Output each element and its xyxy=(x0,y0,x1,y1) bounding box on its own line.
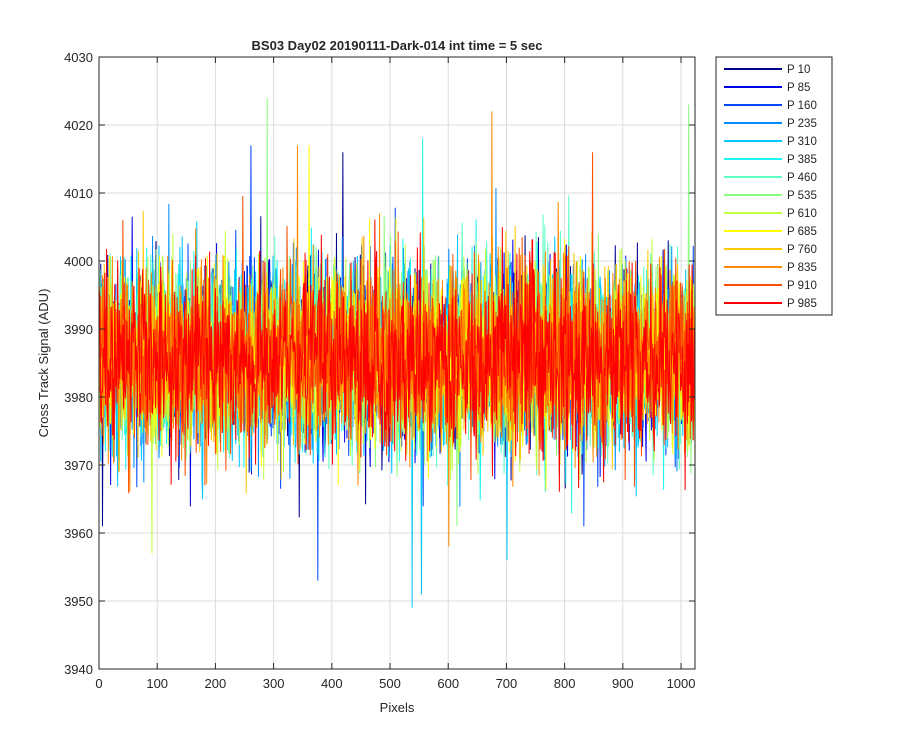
axes-box xyxy=(98,56,696,670)
legend-box xyxy=(715,56,833,316)
x-tick-label: 200 xyxy=(205,676,227,691)
y-tick-label: 3960 xyxy=(64,526,93,541)
y-tick-label: 4010 xyxy=(64,186,93,201)
legend-label: P 385 xyxy=(787,154,817,166)
x-tick-label: 100 xyxy=(146,676,168,691)
legend-label: P 160 xyxy=(787,100,817,112)
x-axis-label: Pixels xyxy=(380,700,415,715)
x-tick-label: 800 xyxy=(554,676,576,691)
legend-label: P 985 xyxy=(787,298,817,310)
legend-label: P 85 xyxy=(787,82,810,94)
legend-label: P 235 xyxy=(787,118,817,130)
x-tick-label: 600 xyxy=(437,676,459,691)
legend-label: P 10 xyxy=(787,64,810,76)
y-axis-label: Cross Track Signal (ADU) xyxy=(36,289,51,438)
y-tick-label: 3980 xyxy=(64,390,93,405)
chart-title: BS03 Day02 20190111-Dark-014 int time = … xyxy=(252,38,543,53)
x-tick-label: 0 xyxy=(95,676,102,691)
x-tick-label: 900 xyxy=(612,676,634,691)
y-tick-label: 3970 xyxy=(64,458,93,473)
legend-label: P 835 xyxy=(787,262,817,274)
x-tick-label: 400 xyxy=(321,676,343,691)
x-tick-label: 500 xyxy=(379,676,401,691)
y-tick-label: 4000 xyxy=(64,254,93,269)
y-tick-label: 3950 xyxy=(64,594,93,609)
y-tick-label: 4020 xyxy=(64,118,93,133)
y-tick-label: 3990 xyxy=(64,322,93,337)
legend-label: P 685 xyxy=(787,226,817,238)
x-tick-label: 1000 xyxy=(667,676,696,691)
legend-label: P 460 xyxy=(787,172,817,184)
x-tick-label: 700 xyxy=(496,676,518,691)
legend: P 10 P 85 P 160 P 235 P 310 P 385 P 460 P 535 P … xyxy=(715,56,833,316)
legend-label: P 760 xyxy=(787,244,817,256)
legend-label: P 910 xyxy=(787,280,817,292)
legend-label: P 310 xyxy=(787,136,817,148)
series-line-p-985 xyxy=(99,219,696,492)
plot-area xyxy=(99,97,696,608)
x-tick-label: 300 xyxy=(263,676,285,691)
legend-label: P 610 xyxy=(787,208,817,220)
y-tick-label: 3940 xyxy=(64,662,93,677)
axis-ticks: 0 100 200 300 400 500 600 700 800 900 1000 3940 3950… xyxy=(64,50,695,691)
y-tick-label: 4030 xyxy=(64,50,93,65)
legend-label: P 535 xyxy=(787,190,817,202)
